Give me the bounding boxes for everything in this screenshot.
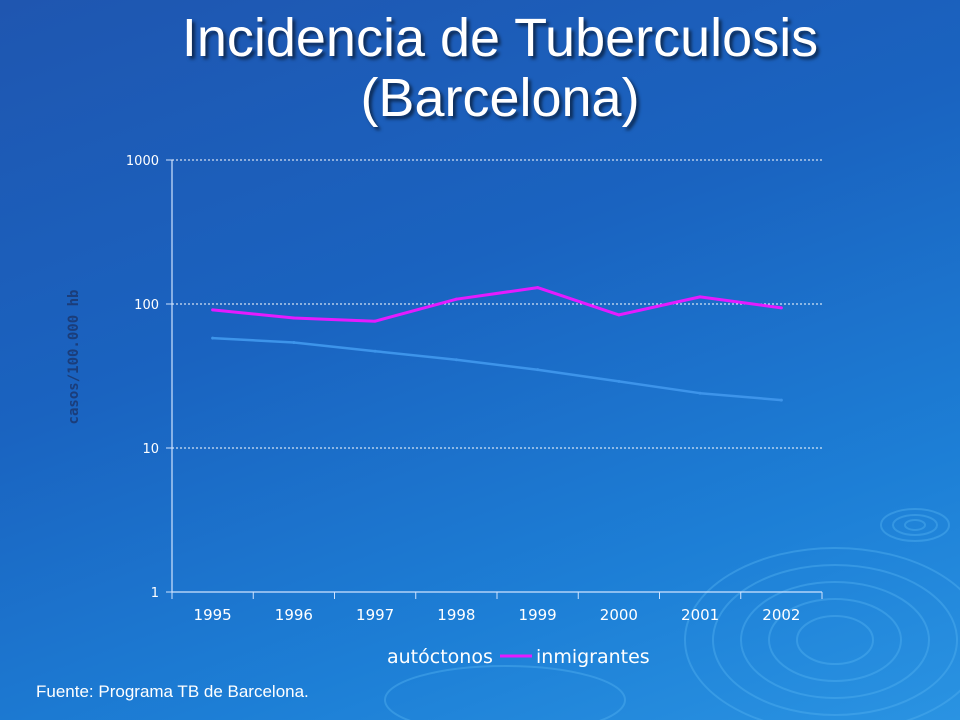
y-tick-label: 1 — [151, 586, 159, 601]
x-tick-label: 1995 — [194, 606, 232, 624]
y-tick-label: 100 — [134, 298, 159, 313]
data-point — [698, 391, 702, 395]
data-point — [779, 398, 783, 402]
y-tick-label: 10 — [142, 442, 159, 457]
y-tick-label: 1000 — [126, 154, 159, 169]
x-tick-label: 2002 — [762, 606, 800, 624]
y-axis-label: casos/100.000 hb — [66, 290, 82, 425]
legend-label: autóctonos — [387, 646, 493, 668]
source-note: Fuente: Programa TB de Barcelona. — [36, 682, 309, 701]
x-tick-label: 2000 — [600, 606, 638, 624]
x-tick-label: 1996 — [275, 606, 313, 624]
data-point — [373, 349, 377, 353]
title-line-1: Incidencia de Tuberculosis — [181, 8, 819, 68]
series-line-autoctonos — [212, 336, 782, 402]
data-point — [536, 368, 540, 372]
legend-label: inmigrantes — [536, 646, 650, 668]
series-line-inmigrantes — [212, 286, 782, 323]
data-point — [373, 319, 377, 323]
data-point — [211, 308, 215, 312]
data-point — [779, 306, 783, 310]
data-point — [698, 295, 702, 299]
slide-title: Incidencia de Tuberculosis (Barcelona) — [100, 8, 900, 128]
x-tick-label: 1997 — [356, 606, 394, 624]
data-point — [211, 336, 215, 340]
data-point — [536, 286, 540, 290]
data-point — [292, 341, 296, 345]
x-tick-label: 2001 — [681, 606, 719, 624]
x-tick-label: 1999 — [519, 606, 557, 624]
data-point — [292, 316, 296, 320]
data-point — [617, 313, 621, 317]
data-point — [454, 358, 458, 362]
title-line-2: (Barcelona) — [360, 68, 640, 128]
x-tick-label: 1998 — [437, 606, 475, 624]
data-point — [617, 379, 621, 383]
data-point — [454, 297, 458, 301]
